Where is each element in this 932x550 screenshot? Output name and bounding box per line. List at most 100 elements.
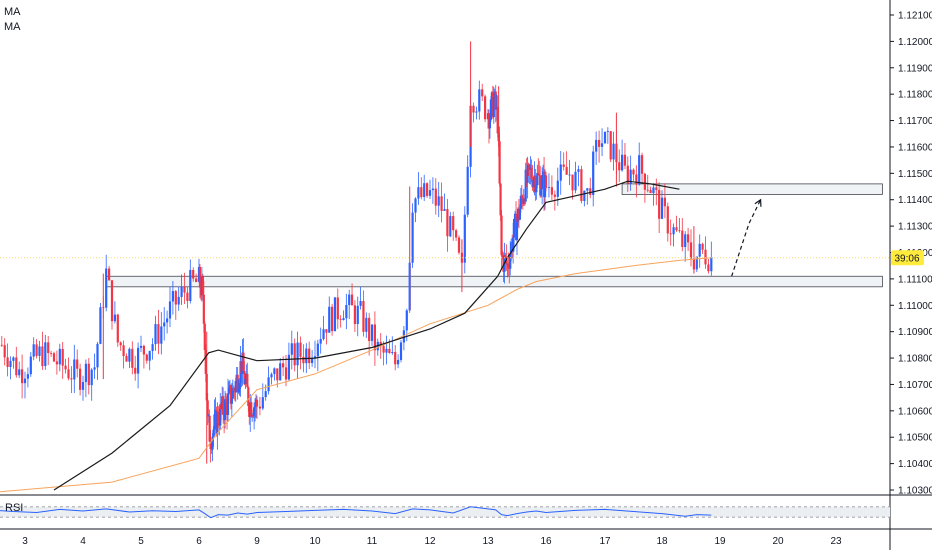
projection-arrow — [731, 198, 762, 277]
candle-body — [536, 173, 539, 186]
candle-body — [449, 216, 452, 237]
candle-body — [519, 195, 522, 209]
candle-body — [128, 348, 131, 362]
candle-body — [125, 356, 128, 362]
price-tick-label: 1.11900 — [898, 63, 932, 74]
candle-body — [302, 356, 305, 364]
candle-body — [353, 305, 356, 325]
candle-body — [282, 363, 285, 368]
candle-body — [547, 187, 551, 189]
ma-long-line[interactable] — [53, 180, 680, 491]
candle-body — [350, 294, 354, 306]
candle-body — [270, 374, 273, 378]
projection-path — [731, 199, 762, 277]
candle-body — [420, 187, 423, 198]
candle-body — [246, 373, 249, 388]
candle-body — [704, 249, 707, 265]
candle-body — [507, 263, 510, 268]
candle-body — [457, 237, 461, 253]
candle-body — [518, 208, 521, 220]
candle-body — [394, 352, 397, 365]
candle-body — [426, 183, 429, 196]
candle-body — [232, 388, 235, 391]
candle-body — [325, 329, 328, 333]
candle-body — [595, 139, 598, 152]
candle-body — [226, 393, 230, 415]
candle-body — [90, 369, 93, 386]
candle-body — [600, 143, 604, 147]
candle-body — [299, 342, 302, 357]
candle-body — [538, 174, 541, 176]
candle-body — [356, 305, 359, 325]
candle-body — [55, 361, 58, 365]
candle-body — [305, 348, 308, 364]
candle-body — [139, 345, 143, 348]
candle-body — [253, 407, 256, 417]
candle-body — [110, 280, 114, 322]
candle-body — [290, 343, 293, 355]
candle-body — [219, 404, 222, 426]
price-tick-label: 1.10600 — [898, 406, 932, 417]
candle-body — [475, 111, 478, 113]
candle-body — [134, 367, 137, 374]
price-tick-label: 1.10700 — [898, 380, 932, 391]
candle-body — [513, 219, 516, 238]
candle-body — [145, 354, 148, 361]
price-tick-label: 1.11300 — [898, 222, 932, 233]
candle-body — [21, 369, 24, 384]
candle-body — [339, 319, 342, 321]
price-tick-label: 1.10900 — [898, 327, 932, 338]
candle-body — [562, 164, 565, 167]
candle-body — [478, 89, 481, 112]
candle-body — [230, 398, 233, 404]
legend-ma-1[interactable]: MA — [4, 6, 21, 18]
candle-body — [322, 329, 325, 340]
candle-body — [550, 187, 553, 195]
candle-body — [571, 174, 574, 191]
candle-body — [626, 165, 629, 184]
candle-body — [26, 374, 29, 379]
candle-body — [368, 317, 371, 341]
candle-body — [174, 291, 177, 305]
candle-body — [524, 169, 527, 202]
candle-body — [556, 180, 559, 197]
candle-body — [308, 348, 311, 364]
price-tick-label: 1.11000 — [898, 301, 932, 312]
candle-body — [201, 276, 204, 295]
time-tick-label: 3 — [22, 536, 28, 547]
candle-body — [81, 382, 85, 390]
price-tick-label: 1.11700 — [898, 116, 932, 127]
candle-body — [681, 230, 684, 247]
candle-body — [586, 188, 589, 191]
candle-body — [707, 264, 710, 272]
candle-body — [168, 301, 172, 319]
candle-body — [537, 173, 540, 175]
candle-body — [87, 363, 90, 386]
candle-body — [603, 131, 607, 144]
time-axis-labels: 3 4 5 6 9 10 11 12 13 16 17 18 19 20 23 — [22, 536, 842, 547]
candle-body — [287, 354, 290, 380]
candle-body — [44, 342, 47, 367]
candle-body — [70, 378, 73, 380]
candle-body — [209, 441, 212, 450]
candle-body — [9, 360, 12, 368]
candle-body — [539, 175, 542, 196]
candle-body — [348, 294, 351, 306]
candle-body — [93, 367, 96, 370]
candle-body — [76, 359, 79, 369]
ma-short-line[interactable] — [0, 257, 712, 493]
time-tick-label: 6 — [196, 536, 202, 547]
candle-body — [84, 363, 87, 383]
candle-body — [666, 206, 669, 234]
candle-body — [678, 230, 681, 232]
candle-body — [38, 346, 41, 356]
price-zone-1[interactable] — [621, 183, 883, 195]
candle-body — [675, 227, 678, 231]
price-zone-2[interactable] — [105, 275, 883, 288]
time-tick-label: 19 — [714, 536, 726, 547]
candle-body — [652, 187, 655, 194]
candle-body — [195, 278, 198, 282]
legend-ma-2[interactable]: MA — [4, 21, 21, 33]
candle-body — [397, 359, 400, 365]
